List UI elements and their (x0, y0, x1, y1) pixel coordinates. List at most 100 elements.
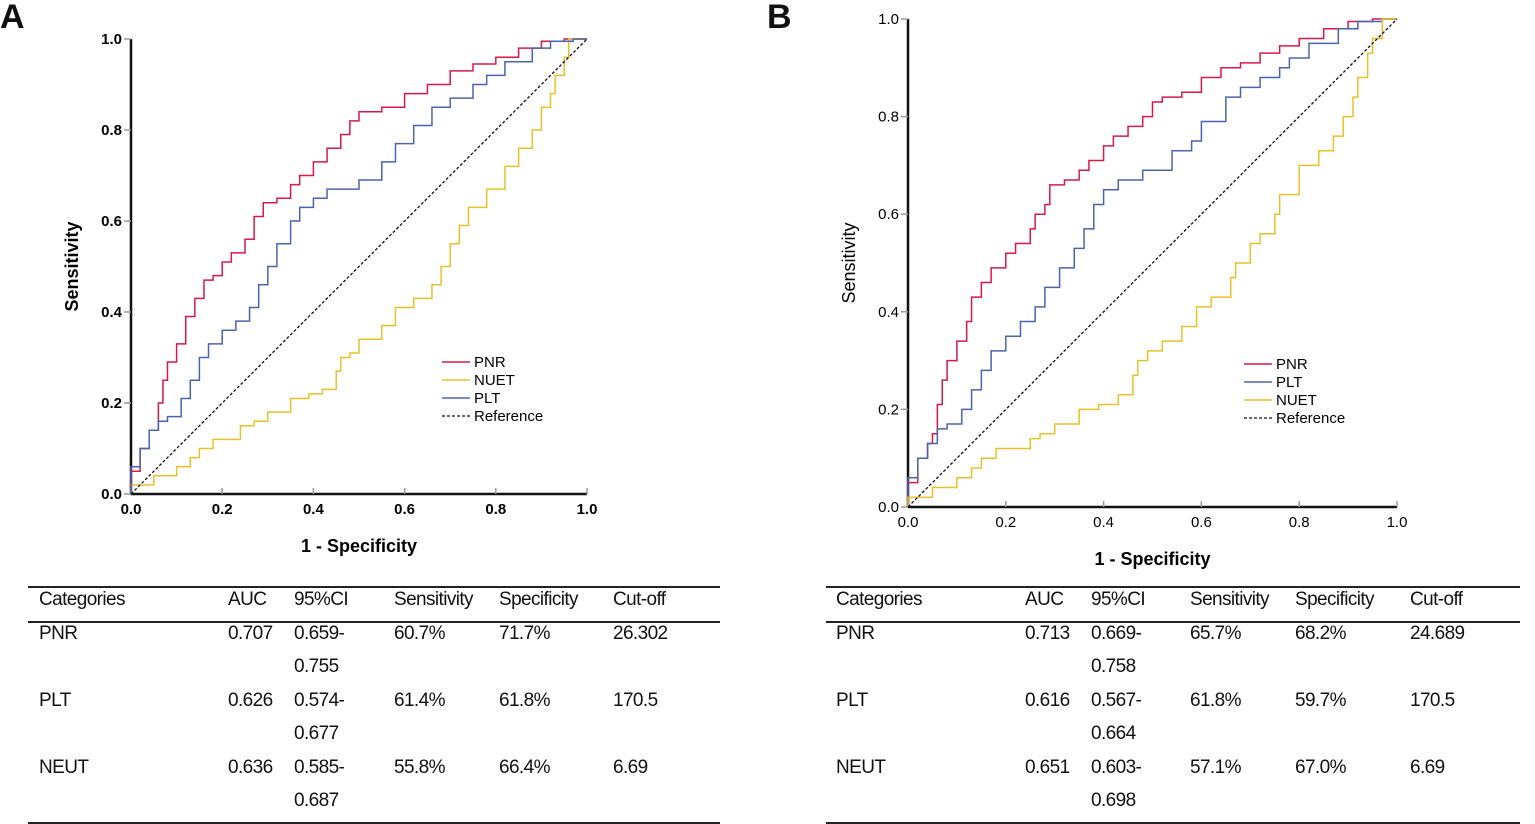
table-cell: 6.69 (613, 757, 648, 778)
table-cell: 71.7% (499, 623, 550, 644)
table-cell: 61.8% (1190, 690, 1241, 711)
table-cell: 0.616 (1025, 690, 1070, 711)
y-tick-label: 0.4 (101, 304, 123, 321)
table-cell: 66.4% (499, 757, 550, 778)
table-cell: 170.5 (1410, 690, 1455, 711)
table-cell: 59.7% (1295, 690, 1346, 711)
table-top-rule (28, 586, 720, 588)
x-tick-label: 0.6 (1191, 514, 1212, 531)
roc-chart-b: 0.0 0.2 0.4 0.6 0.8 1.0 0.0 0.2 0.4 0.6 0.8 1.0 1 - … (839, 11, 1408, 569)
y-tick-label: 0.6 (101, 213, 122, 230)
table-header-cell: 95%CI (1091, 589, 1146, 610)
table-cell: 0.707 (228, 623, 273, 644)
table-header-cell: Sensitivity (1190, 589, 1270, 610)
table-row-category: PNR (836, 623, 875, 644)
table-cell: 65.7% (1190, 623, 1241, 644)
x-tick-label: 0.8 (485, 501, 506, 518)
series-line-plt (130, 38, 587, 494)
legend-label: PNR (1276, 356, 1308, 373)
table-cell: 0.713 (1025, 623, 1070, 644)
table-cell: 0.585-0.687 (294, 757, 345, 811)
table-row-category: PLT (39, 690, 71, 711)
panel-b-label: B (767, 0, 792, 36)
table-header-rule (28, 621, 720, 623)
table-cell: 0.626 (228, 690, 273, 711)
table-cell: 0.651 (1025, 757, 1070, 778)
y-axis-title: Sensitivity (839, 222, 859, 303)
x-axis-title: 1 - Specificity (301, 536, 417, 556)
y-tick-label: 0.8 (878, 109, 899, 126)
series-line-nuet (907, 18, 1397, 507)
x-tick-label: 0.2 (212, 501, 233, 518)
x-tick-label: 0.4 (303, 501, 325, 518)
table-header-cell: 95%CI (294, 589, 349, 610)
legend-label: PNR (474, 354, 506, 371)
table-cell: 0.567-0.664 (1091, 690, 1142, 744)
table-cell: 0.603-0.698 (1091, 757, 1142, 811)
y-tick-label: 1.0 (101, 31, 122, 48)
x-tick-label: 0.4 (1093, 514, 1114, 531)
series-line-nuet (130, 38, 587, 494)
table-cell: 170.5 (613, 690, 658, 711)
legend-label: PLT (474, 390, 500, 407)
table-cell: 61.8% (499, 690, 550, 711)
table-header-cell: Categories (39, 589, 125, 610)
table-header-cell: AUC (1025, 589, 1064, 610)
x-tick-label: 0.0 (898, 514, 919, 531)
series-line-pnr (130, 38, 587, 494)
table-row-category: PLT (836, 690, 868, 711)
table-cell: 55.8% (394, 757, 445, 778)
series-line-reference (130, 38, 588, 495)
roc-chart-a: 0.0 0.2 0.4 0.6 0.8 1.0 0.0 0.2 0.4 0.6 0.8 1.0 1 - … (62, 31, 598, 556)
table-cell: 0.574-0.677 (294, 690, 345, 744)
legend-label: PLT (1276, 374, 1302, 391)
table-top-rule (826, 586, 1520, 588)
x-tick-label: 0.6 (394, 501, 415, 518)
table-cell: 68.2% (1295, 623, 1346, 644)
series-line-pnr (907, 18, 1397, 507)
y-tick-label: 0.2 (878, 401, 899, 418)
table-header-cell: Sensitivity (394, 589, 474, 610)
x-tick-label: 1.0 (577, 501, 598, 518)
x-tick-label: 1.0 (1387, 514, 1408, 531)
table-header-cell: AUC (228, 589, 267, 610)
table-cell: 0.669-0.758 (1091, 623, 1142, 677)
y-axis-title: Sensitivity (62, 221, 82, 311)
table-header-cell: Specificity (499, 589, 579, 610)
y-tick-label: 0.2 (101, 395, 122, 412)
series-line-reference (907, 18, 1398, 508)
table-cell: 61.4% (394, 690, 445, 711)
table-cell: 24.689 (1410, 623, 1465, 644)
table-row-category: NEUT (836, 757, 886, 778)
table-header-rule (826, 621, 1520, 623)
x-tick-label: 0.8 (1289, 514, 1310, 531)
table-row-category: PNR (39, 623, 78, 644)
x-tick-label: 0.2 (995, 514, 1016, 531)
y-tick-label: 0.4 (878, 304, 899, 321)
y-tick-label: 0.0 (101, 486, 122, 503)
panel-a-label: A (0, 0, 25, 36)
table-row-category: NEUT (39, 757, 89, 778)
table-cell: 67.0% (1295, 757, 1346, 778)
table-header-cell: Cut-off (613, 589, 666, 610)
y-tick-label: 0.8 (101, 122, 122, 139)
table-cell: 57.1% (1190, 757, 1241, 778)
table-cell: 6.69 (1410, 757, 1445, 778)
legend-label: Reference (1276, 410, 1345, 427)
x-axis-title: 1 - Specificity (1094, 549, 1210, 569)
table-cell: 0.659-0.755 (294, 623, 345, 677)
series-line-plt (907, 18, 1397, 507)
y-tick-label: 0.0 (878, 499, 899, 516)
results-table-a: Categories AUC 95%CI Sensitivity Specificity… (28, 586, 720, 824)
table-header-cell: Specificity (1295, 589, 1375, 610)
results-table-b: Categories AUC 95%CI Sensitivity Specificity… (826, 586, 1520, 824)
y-tick-label: 0.6 (878, 206, 899, 223)
table-cell: 0.636 (228, 757, 273, 778)
legend-label: NUET (1276, 392, 1317, 409)
legend-label: Reference (474, 408, 543, 425)
y-tick-label: 1.0 (878, 11, 899, 28)
table-cell: 60.7% (394, 623, 445, 644)
x-tick-label: 0.0 (121, 501, 142, 518)
legend-label: NUET (474, 372, 515, 389)
table-header-cell: Cut-off (1410, 589, 1463, 610)
